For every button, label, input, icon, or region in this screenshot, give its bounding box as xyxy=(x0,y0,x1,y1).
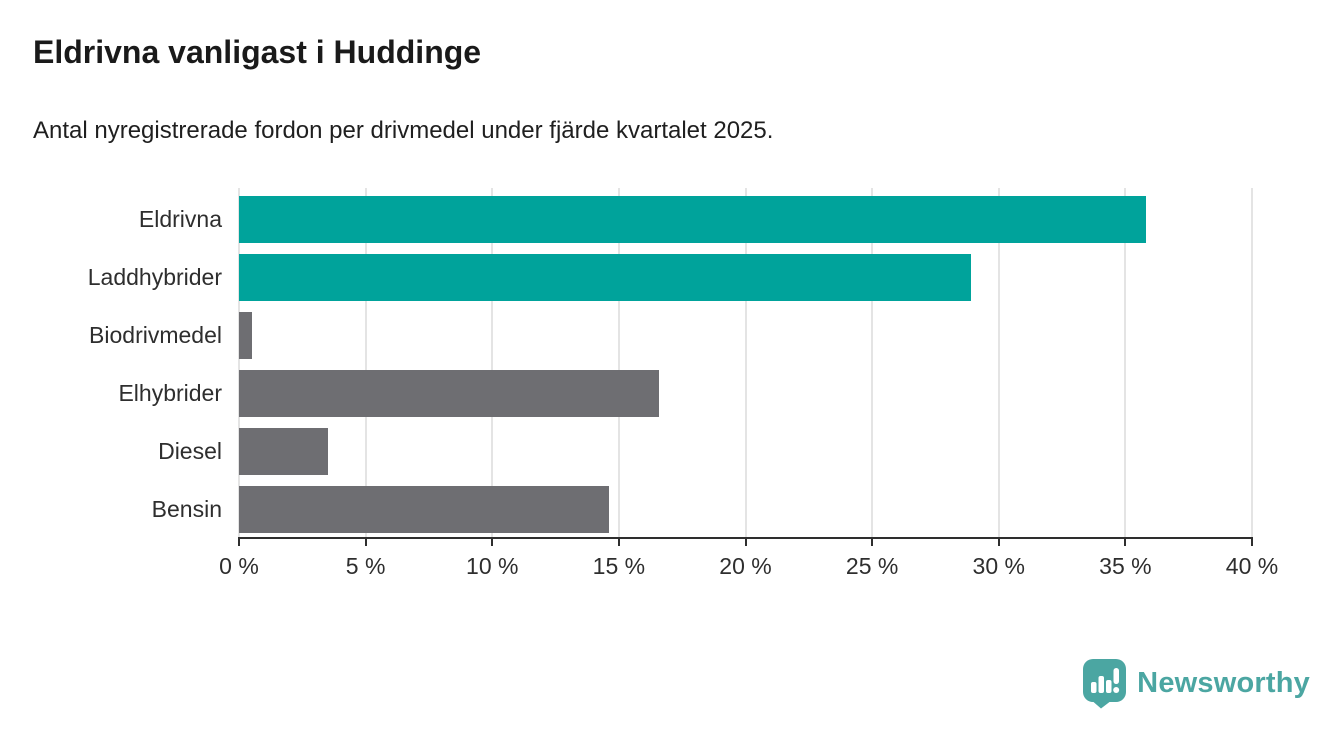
category-label: Biodrivmedel xyxy=(89,321,222,348)
plot-area: 0 % 5 % 10 % 15 % 20 % 25 % 30 % 35 % 40 % xyxy=(219,188,1278,579)
axis-tick xyxy=(617,537,620,546)
chart-subtitle: Antal nyregistrerade fordon per drivmede… xyxy=(33,117,774,144)
axis-tick-label: 0 % xyxy=(219,553,259,579)
gridline xyxy=(997,188,1000,537)
category-label: Diesel xyxy=(158,437,222,464)
bar-diesel xyxy=(239,427,328,475)
axis-tick-label: 35 % xyxy=(1099,553,1152,579)
axis-tick xyxy=(871,537,874,546)
gridline xyxy=(1124,188,1127,537)
axis-tick xyxy=(238,537,240,546)
axis-tick-label: 40 % xyxy=(1225,553,1279,579)
axis-tick xyxy=(491,537,494,546)
gridline xyxy=(1251,188,1253,537)
bar-biodrivmedel xyxy=(239,311,252,359)
bar-row xyxy=(239,190,1252,248)
axis-tick-label: 10 % xyxy=(466,553,519,579)
gridline xyxy=(871,188,874,537)
bar-bensin xyxy=(239,485,609,533)
brand-footer: Newsworthy xyxy=(1082,658,1310,709)
bar-row xyxy=(239,364,1252,422)
bar-row xyxy=(239,306,1252,364)
bar-laddhybrider xyxy=(239,253,971,301)
category-label: Elhybrider xyxy=(118,379,222,406)
chart-title: Eldrivna vanligast i Huddinge xyxy=(33,34,482,70)
gridlines xyxy=(238,188,1253,537)
axis-tick-label: 20 % xyxy=(719,553,772,579)
newsworthy-logo-icon xyxy=(1083,659,1127,709)
gridline xyxy=(744,188,747,537)
gridline xyxy=(617,188,620,537)
gridline xyxy=(364,188,367,537)
bar-row xyxy=(239,480,1252,538)
brand-name: Newsworthy xyxy=(1137,667,1310,699)
bars xyxy=(239,188,1252,537)
axis-tick xyxy=(744,537,747,546)
axis-tick-label: 15 % xyxy=(592,553,646,579)
axis-tick-label: 5 % xyxy=(345,553,386,579)
gridline xyxy=(491,188,494,537)
category-label: Laddhybrider xyxy=(87,263,222,290)
axis-tick xyxy=(997,537,1000,546)
axis-tick xyxy=(1124,537,1127,546)
bar-row xyxy=(239,248,1252,306)
bar-row xyxy=(239,422,1252,480)
category-label: Eldrivna xyxy=(138,205,222,232)
axis-tick-label: 30 % xyxy=(972,553,1025,579)
bar-elhybrider xyxy=(239,369,660,417)
axis-tick xyxy=(1251,537,1253,546)
axis-tick-label: 25 % xyxy=(845,553,899,579)
category-label: Bensin xyxy=(151,495,222,522)
axis-tick xyxy=(364,537,367,546)
category-labels: Eldrivna Laddhybrider Biodrivmedel Elhybrid… xyxy=(0,188,222,537)
bar-eldrivna xyxy=(239,195,1146,243)
gridline xyxy=(238,188,240,537)
